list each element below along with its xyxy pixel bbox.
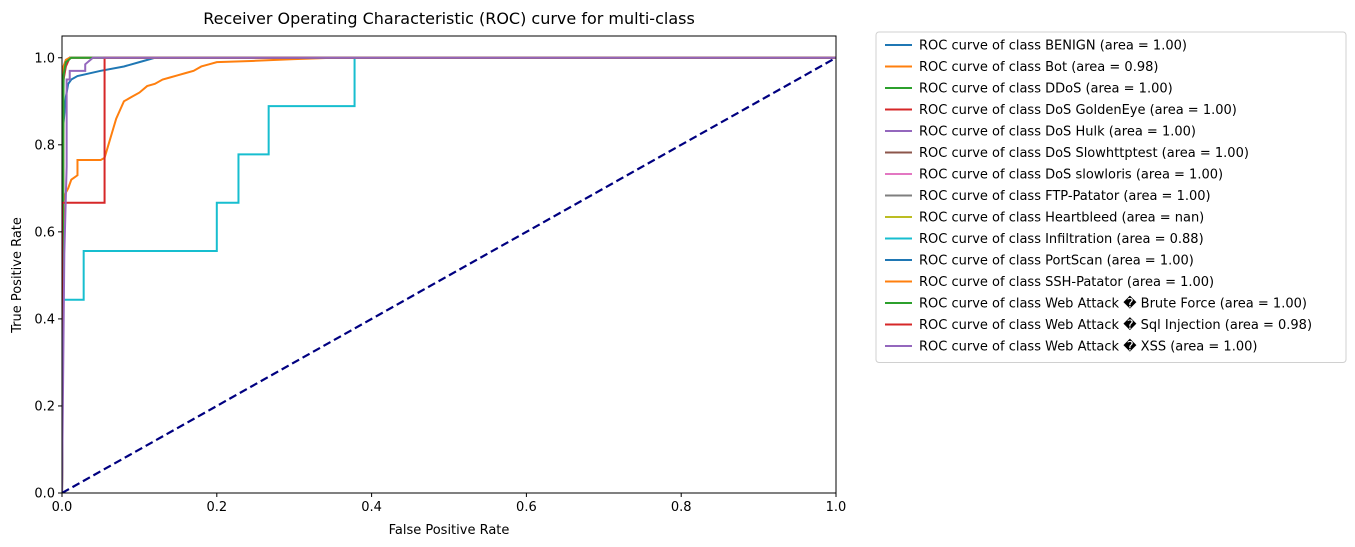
- roc-curve-9: [62, 56, 836, 493]
- legend-entry: ROC curve of class Bot (area = 0.98): [919, 60, 1158, 75]
- axes-frame: [61, 35, 837, 494]
- roc-curve-1: [62, 56, 836, 493]
- legend-entry: ROC curve of class DoS slowloris (area =…: [919, 168, 1223, 183]
- x-tick-label: 0.8: [671, 500, 692, 515]
- chart-title: Receiver Operating Characteristic (ROC) …: [203, 9, 695, 28]
- x-axis-label: False Positive Rate: [389, 523, 510, 538]
- legend-entry: ROC curve of class Web Attack � Brute Fo…: [919, 295, 1307, 312]
- y-tick-label: 0.4: [34, 312, 55, 327]
- y-tick-label: 0.0: [34, 487, 55, 502]
- legend-entry: ROC curve of class DDoS (area = 1.00): [919, 82, 1173, 97]
- legend-entry: ROC curve of class DoS GoldenEye (area =…: [919, 103, 1237, 118]
- legend: ROC curve of class BENIGN (area = 1.00) R…: [875, 31, 1347, 363]
- legend-entry: ROC curve of class FTP-Patator (area = 1…: [919, 189, 1211, 204]
- y-tick-label: 0.8: [34, 138, 55, 153]
- legend-entry: ROC curve of class SSH-Patator (area = 1…: [919, 275, 1214, 290]
- x-tick-label: 1.0: [826, 500, 847, 515]
- y-tick-label: 1.0: [34, 51, 55, 66]
- legend-entry: ROC curve of class PortScan (area = 1.00…: [919, 254, 1194, 269]
- legend-entry: ROC curve of class DoS Slowhttptest (are…: [919, 146, 1249, 161]
- y-tick-label: 0.2: [34, 399, 55, 414]
- legend-entry: ROC curve of class Heartbleed (area = na…: [919, 211, 1204, 226]
- legend-entry: ROC curve of class DoS Hulk (area = 1.00…: [919, 125, 1196, 140]
- series-lines: [62, 56, 836, 493]
- legend-entry: ROC curve of class Web Attack � XSS (are…: [919, 338, 1257, 355]
- axis-ticks: 0.0 0.2 0.4 0.6 0.8 1.0 0.0 0.2 0.4 0.6 0.8 1.0: [34, 51, 846, 515]
- chance-diagonal-line: [62, 56, 836, 493]
- x-tick-label: 0.4: [361, 500, 382, 515]
- legend-box: [875, 31, 1347, 363]
- legend-entry: ROC curve of class Infiltration (area = …: [919, 232, 1204, 247]
- x-tick-label: 0.0: [52, 500, 73, 515]
- legend-entry: ROC curve of class Web Attack � Sql Inje…: [919, 316, 1312, 333]
- y-axis-label: True Positive Rate: [10, 217, 25, 334]
- plot-area: [61, 35, 837, 494]
- legend-entry: ROC curve of class BENIGN (area = 1.00): [919, 39, 1187, 54]
- x-tick-label: 0.2: [206, 500, 227, 515]
- y-tick-label: 0.6: [34, 225, 55, 240]
- x-tick-label: 0.6: [516, 500, 537, 515]
- roc-curve-14: [62, 56, 836, 493]
